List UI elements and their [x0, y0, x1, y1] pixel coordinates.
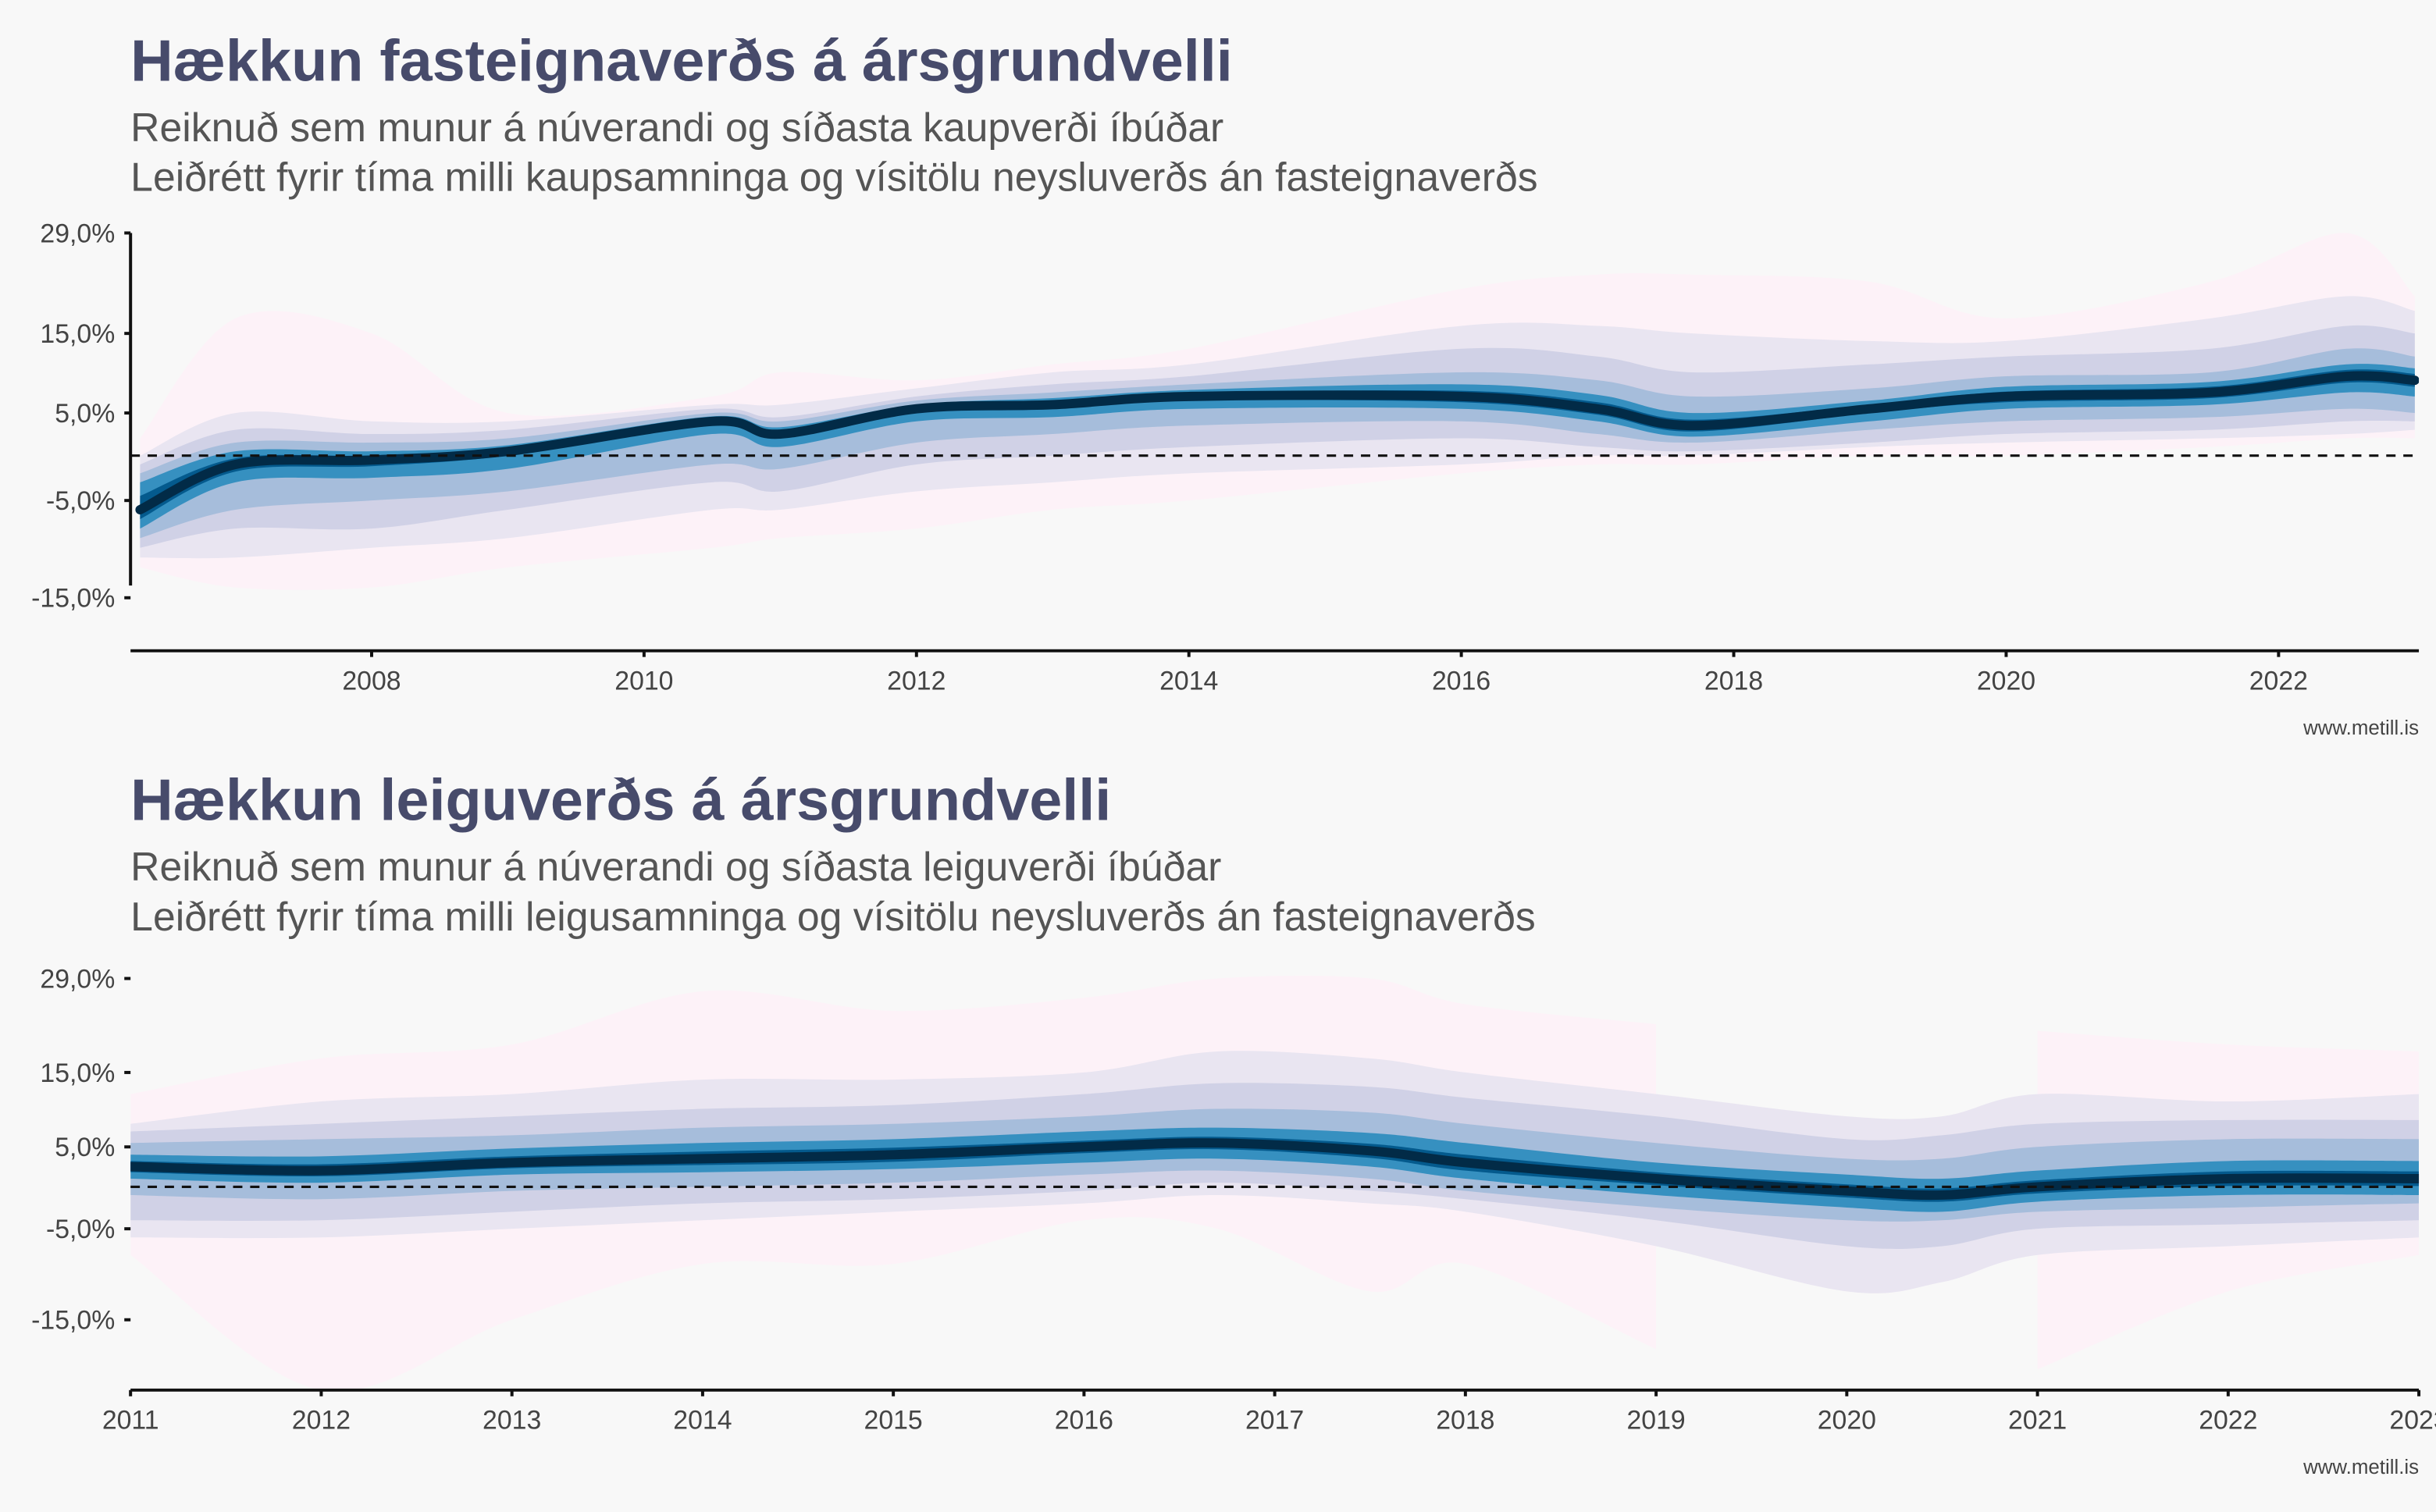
plot-area: [130, 975, 2420, 1390]
y-tick-label: 5,0%: [55, 1133, 115, 1162]
source-note: www.metill.is: [2302, 1457, 2419, 1478]
x-tick-label: 2012: [887, 666, 946, 696]
x-tick-label: 2014: [673, 1406, 732, 1436]
fan-band: [140, 325, 2415, 548]
y-tick-label: 29,0%: [40, 219, 115, 248]
x-tick-label: 2020: [1818, 1406, 1876, 1436]
y-tick-label: 5,0%: [55, 399, 115, 429]
x-tick-label: 2008: [342, 666, 401, 696]
y-tick-label: -5,0%: [46, 486, 115, 516]
x-tick-label: 2010: [614, 666, 673, 696]
median-line: [130, 1138, 2420, 1201]
y-tick-label: 29,0%: [40, 964, 115, 994]
y-tick-label: -15,0%: [31, 584, 115, 614]
x-tick-label: 2018: [1704, 666, 1763, 696]
plot-area: [135, 233, 2420, 590]
x-tick-label: 2013: [483, 1406, 541, 1436]
x-tick-label: 2023: [2389, 1406, 2436, 1436]
x-tick-label: 2020: [1977, 666, 2035, 696]
x-tick-label: 2018: [1436, 1406, 1494, 1436]
x-tick-label: 2016: [1055, 1406, 1113, 1436]
y-tick-label: 15,0%: [40, 319, 115, 349]
x-tick-label: 2011: [102, 1406, 159, 1436]
x-tick-label: 2019: [1626, 1406, 1685, 1436]
x-tick-label: 2012: [292, 1406, 351, 1436]
chart-subtitle: Reiknuð sem munur á núverandi og síðasta…: [130, 844, 1221, 889]
y-tick-label: -5,0%: [46, 1215, 115, 1244]
chart-subtitle: Reiknuð sem munur á núverandi og síðasta…: [130, 105, 1223, 150]
fan-band: [140, 348, 2415, 539]
chart-title: Hækkun leiguverðs á ársgrundvelli: [130, 768, 1111, 834]
chart-title: Hækkun fasteignaverðs á ársgrundvelli: [130, 28, 1233, 94]
y-tick-label: 15,0%: [40, 1058, 115, 1088]
x-tick-label: 2014: [1159, 666, 1218, 696]
x-tick-label: 2022: [2249, 666, 2308, 696]
y-tick-label: -15,0%: [31, 1306, 115, 1336]
x-tick-label: 2021: [2008, 1406, 2067, 1436]
source-note: www.metill.is: [2302, 717, 2419, 739]
x-tick-label: 2017: [1245, 1406, 1304, 1436]
chart-subtitle: Leiðrétt fyrir tíma milli leigusamninga …: [130, 894, 1535, 939]
x-tick-label: 2015: [864, 1406, 923, 1436]
fan-band: [130, 1137, 2420, 1202]
median-line: [135, 371, 2420, 515]
x-tick-label: 2016: [1432, 666, 1490, 696]
fan-band: [140, 364, 2415, 529]
chart-subtitle: Leiðrétt fyrir tíma milli kaupsamninga o…: [130, 155, 1537, 200]
x-tick-label: 2022: [2199, 1406, 2257, 1436]
